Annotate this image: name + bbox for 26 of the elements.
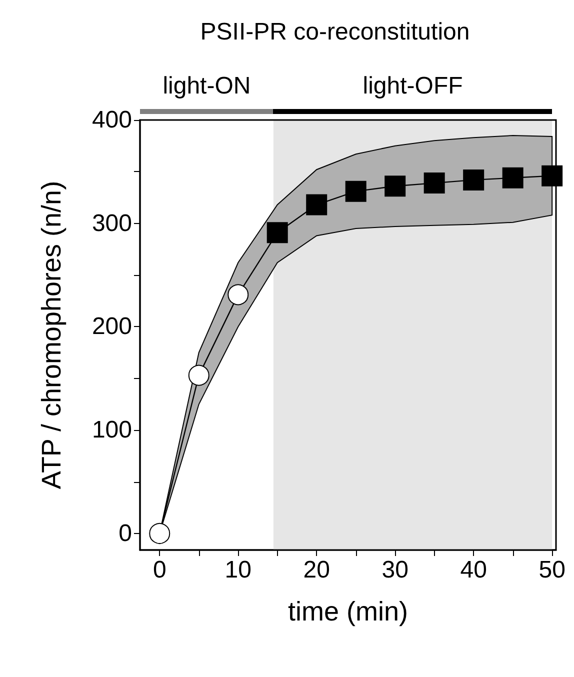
band-label: light-OFF: [362, 72, 463, 100]
point: [345, 180, 366, 202]
point: [228, 284, 249, 306]
y-tick-label: 200: [92, 313, 132, 340]
y-tick-label: 300: [92, 210, 132, 237]
point: [463, 169, 484, 190]
text: light-ON: [162, 72, 251, 100]
point: [188, 364, 210, 386]
x-tick-label: 30: [382, 556, 408, 584]
point: [502, 167, 524, 188]
x-tick-label: 40: [460, 556, 487, 584]
x-tick-label: 50: [538, 556, 566, 584]
x-tick-label: 0: [152, 556, 166, 584]
point: [384, 176, 406, 197]
chart-title: PSII-PR co-reconstitution: [200, 18, 470, 46]
y-tick-label: 100: [92, 416, 132, 444]
x-axis-title: time (min): [288, 596, 408, 626]
point: [266, 222, 288, 244]
y-tick-label: 400: [92, 106, 132, 134]
point: [542, 165, 563, 186]
y-tick-label: 0: [118, 520, 132, 547]
point: [306, 194, 328, 216]
point: [424, 172, 445, 194]
y-axis-title: ATP / chromophores (n/n): [36, 180, 66, 490]
x-tick-label: 10: [224, 556, 252, 584]
x-tick-label: 20: [303, 556, 330, 584]
